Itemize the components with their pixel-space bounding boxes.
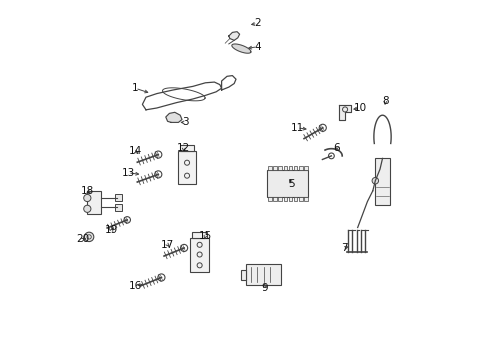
Text: 5: 5 — [289, 179, 295, 189]
Circle shape — [84, 232, 94, 242]
Text: 3: 3 — [182, 117, 189, 127]
Circle shape — [372, 177, 379, 184]
Bar — [375, 158, 390, 205]
Bar — [116, 203, 122, 211]
Polygon shape — [232, 44, 251, 53]
Bar — [289, 197, 292, 201]
Polygon shape — [166, 112, 182, 122]
Text: 15: 15 — [199, 231, 212, 241]
Polygon shape — [339, 105, 351, 120]
Bar — [180, 145, 194, 151]
Bar — [284, 166, 287, 170]
Circle shape — [158, 274, 165, 281]
Bar — [246, 264, 281, 285]
Bar — [299, 197, 302, 201]
Text: 14: 14 — [128, 146, 142, 156]
Bar — [304, 197, 308, 201]
Text: 16: 16 — [128, 281, 142, 291]
Bar — [299, 166, 302, 170]
Text: 12: 12 — [177, 143, 191, 153]
Bar — [294, 197, 297, 201]
Bar — [178, 151, 196, 184]
Text: 1: 1 — [132, 83, 139, 93]
Text: 10: 10 — [354, 103, 367, 113]
Bar — [268, 166, 271, 170]
Circle shape — [319, 124, 326, 131]
Circle shape — [155, 171, 162, 178]
Bar — [87, 191, 101, 214]
Text: 6: 6 — [334, 143, 340, 153]
Text: 19: 19 — [105, 225, 119, 235]
Text: 7: 7 — [341, 243, 347, 253]
Bar — [116, 194, 122, 201]
Text: 2: 2 — [254, 18, 261, 28]
Text: 9: 9 — [262, 283, 268, 293]
Text: 8: 8 — [382, 96, 389, 106]
Bar — [241, 270, 246, 280]
Text: 18: 18 — [81, 186, 94, 196]
Text: 13: 13 — [122, 168, 135, 178]
Text: 20: 20 — [76, 234, 90, 244]
Bar — [278, 166, 282, 170]
Bar — [284, 197, 287, 201]
Bar — [190, 238, 209, 272]
Bar — [278, 197, 282, 201]
Bar — [268, 197, 271, 201]
Circle shape — [84, 205, 91, 212]
Polygon shape — [163, 88, 205, 101]
Circle shape — [328, 153, 334, 159]
Bar — [273, 166, 277, 170]
Text: 4: 4 — [254, 42, 261, 52]
Circle shape — [124, 217, 130, 223]
Text: 17: 17 — [161, 240, 174, 250]
Bar — [192, 232, 207, 238]
Bar — [267, 170, 308, 197]
Bar — [294, 166, 297, 170]
Circle shape — [84, 194, 91, 202]
Bar — [304, 166, 308, 170]
Polygon shape — [229, 32, 240, 40]
Text: 11: 11 — [291, 123, 304, 133]
Bar — [289, 166, 292, 170]
Circle shape — [155, 151, 162, 158]
Bar — [273, 197, 277, 201]
Circle shape — [180, 244, 188, 252]
